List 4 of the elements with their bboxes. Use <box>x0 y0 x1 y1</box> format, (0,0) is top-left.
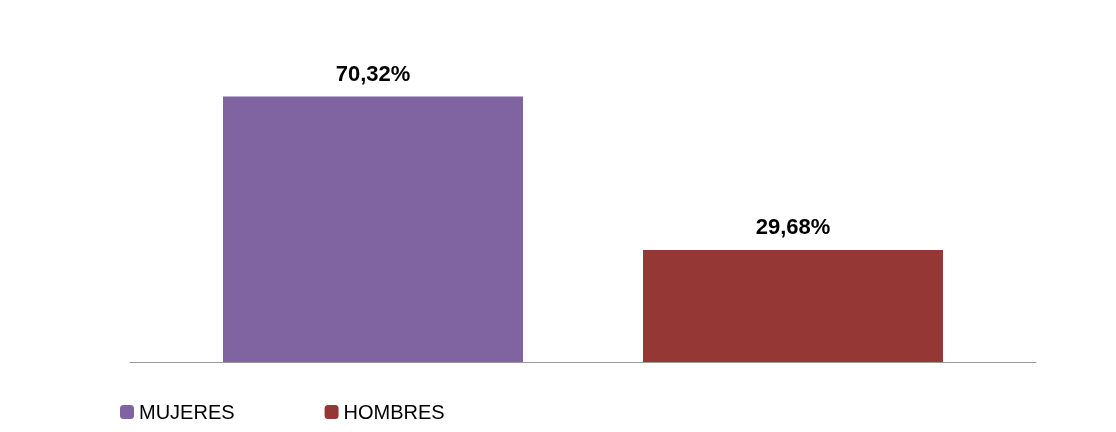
legend-label: HOMBRES <box>343 401 445 423</box>
legend-label: MUJERES <box>139 401 235 423</box>
data-label: 29,68% <box>755 214 831 240</box>
data-label: 70,32% <box>335 61 411 87</box>
